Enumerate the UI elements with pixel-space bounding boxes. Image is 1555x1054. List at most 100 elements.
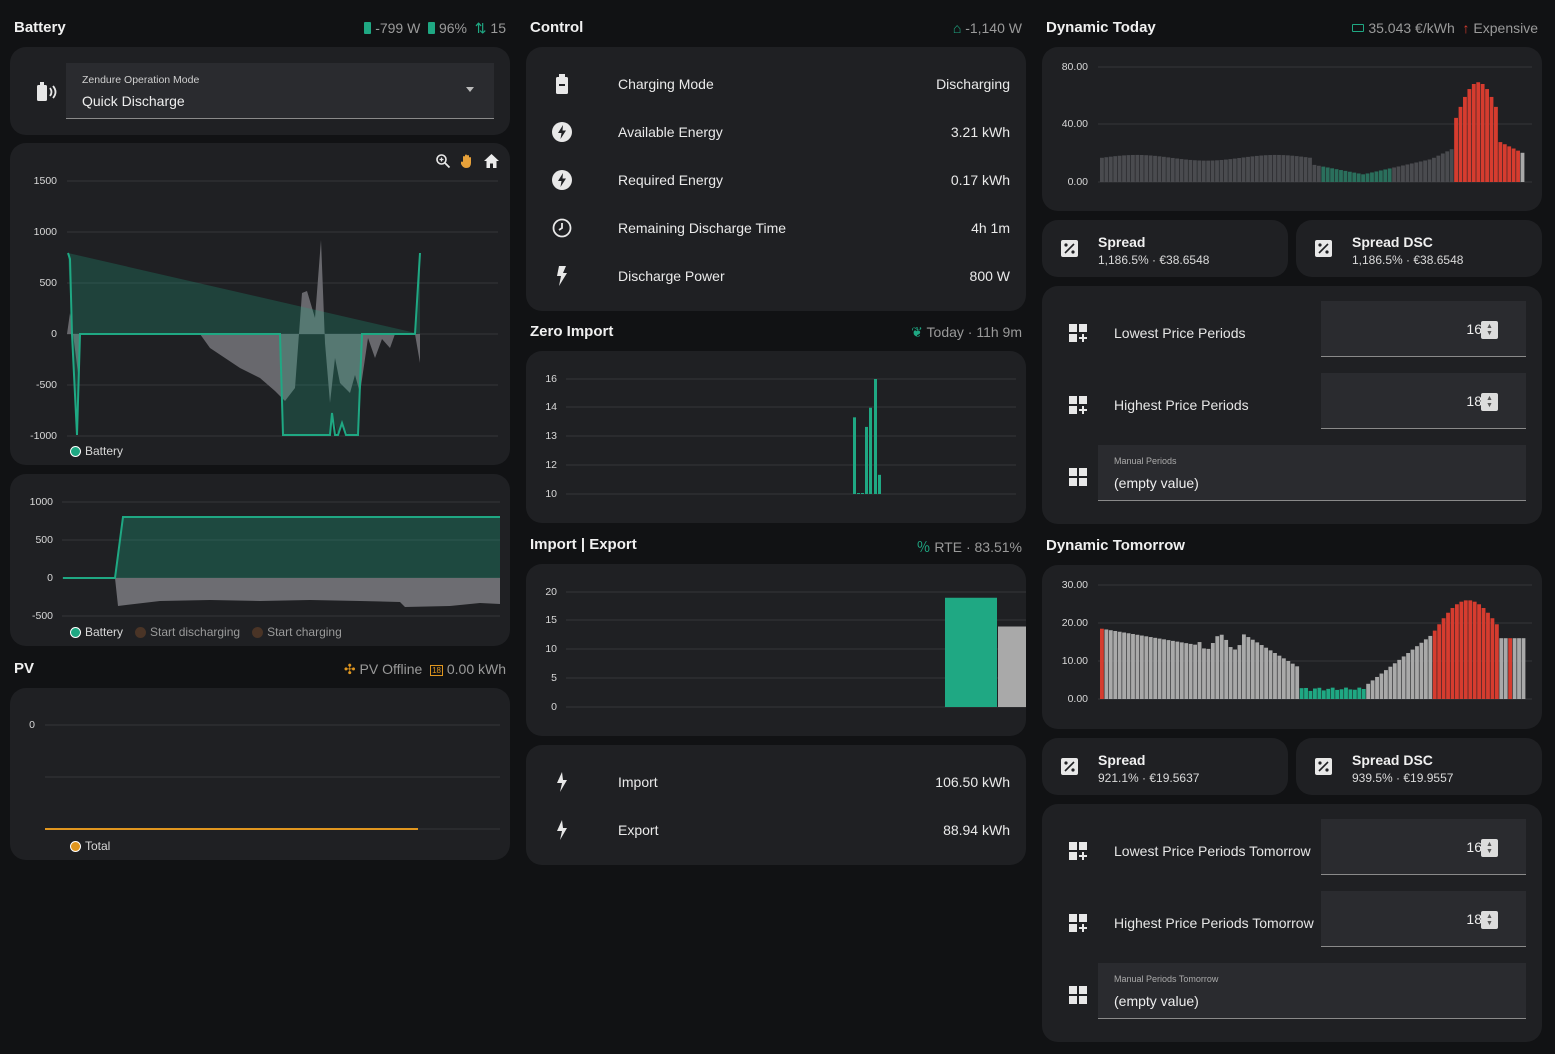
- price-bar: [1459, 601, 1464, 699]
- lowest-periods-input[interactable]: 16 ▲ ▼: [1321, 301, 1526, 357]
- home-power-icon: ⌂: [952, 20, 962, 36]
- control-row-available-energy[interactable]: Available Energy 3.21 kWh: [546, 108, 1010, 156]
- y-tick: 20.00: [1062, 617, 1088, 629]
- spread-value: 1,186.5% · €38.6548: [1098, 253, 1210, 267]
- spread-title: Spread: [1098, 752, 1146, 768]
- battery-power-chart: 1500 1000 500 0 -500 -1000: [30, 175, 498, 442]
- zero-import-bar: [857, 493, 860, 494]
- spread-dsc-tomorrow-card[interactable]: Spread DSC 939.5% · €19.9557: [1296, 738, 1542, 795]
- price-bar: [1263, 155, 1268, 182]
- pv-legend[interactable]: Total: [70, 839, 110, 853]
- price-bar: [1361, 174, 1366, 182]
- home-icon[interactable]: [483, 153, 500, 169]
- dynamic-today-header-meta: 35.043 €/kWh ↑ Expensive: [1352, 20, 1538, 36]
- control-row-discharge-power[interactable]: Discharge Power 800 W: [546, 252, 1010, 300]
- pan-hand-icon[interactable]: [459, 153, 475, 169]
- y-tick: 80.00: [1062, 61, 1088, 73]
- price-bar: [1508, 638, 1513, 699]
- price-bar: [1215, 160, 1219, 182]
- import-export-bars: [945, 597, 1026, 707]
- price-bar: [1450, 608, 1455, 699]
- swap-arrows-icon: ⇅: [474, 20, 487, 36]
- stepper-icon[interactable]: ▲ ▼: [1481, 393, 1498, 411]
- lowest-periods-tomorrow-input[interactable]: 16 ▲ ▼: [1321, 819, 1526, 875]
- stepper-icon[interactable]: ▲ ▼: [1481, 321, 1498, 339]
- stepper-icon[interactable]: ▲ ▼: [1481, 911, 1498, 929]
- operation-mode-select[interactable]: Zendure Operation Mode Quick Discharge: [66, 63, 494, 119]
- price-bar: [1139, 635, 1144, 699]
- export-row[interactable]: Export 88.94 kWh: [546, 806, 1010, 854]
- zero-import-bar: [878, 474, 881, 494]
- battery-legend[interactable]: Battery: [70, 444, 123, 458]
- zero-import-bar: [861, 493, 864, 494]
- y-tick: 10.00: [1062, 655, 1088, 667]
- price-bar: [1481, 608, 1486, 699]
- grid-power-area: [67, 240, 420, 403]
- zero-import-duration: Today · 11h 9m: [926, 324, 1022, 340]
- price-bar: [1449, 149, 1454, 182]
- price-bar: [1157, 638, 1162, 699]
- manual-periods-tomorrow-input[interactable]: Manual Periods Tomorrow (empty value): [1098, 963, 1526, 1019]
- import-row[interactable]: Import 106.50 kWh: [546, 758, 1010, 806]
- price-bar: [1246, 156, 1250, 182]
- price-bar: [1511, 148, 1516, 182]
- control-house-power: -1,140 W: [965, 20, 1022, 36]
- battery-icon: [546, 74, 578, 94]
- highest-periods-input[interactable]: 18 ▲ ▼: [1321, 373, 1526, 429]
- price-bar: [1122, 632, 1127, 699]
- price-bar: [1197, 642, 1202, 699]
- legend-start-charging[interactable]: Start charging: [252, 625, 342, 639]
- control-row-required-energy[interactable]: Required Energy 0.17 kWh: [546, 156, 1010, 204]
- spread-today-card[interactable]: Spread 1,186.5% · €38.6548: [1042, 220, 1288, 277]
- price-bar: [1348, 689, 1353, 699]
- y-tick: 0: [29, 719, 35, 731]
- import-export-section-title: Import | Export: [530, 536, 637, 553]
- flash-icon: [546, 820, 578, 840]
- y-tick: 15: [545, 614, 557, 626]
- price-bar: [1517, 638, 1521, 699]
- price-bar: [1516, 150, 1520, 182]
- price-bar: [1232, 158, 1237, 182]
- price-bar: [1387, 168, 1392, 182]
- price-bar: [1401, 656, 1406, 699]
- price-bar: [1192, 160, 1197, 182]
- price-bar: [1268, 650, 1273, 699]
- price-bar: [1366, 683, 1371, 699]
- price-bar: [1285, 155, 1290, 182]
- price-bar: [1477, 604, 1482, 699]
- price-bar: [1414, 162, 1419, 182]
- y-tick: 0: [551, 701, 557, 713]
- price-bar: [1512, 638, 1517, 699]
- lowest-periods-label: Lowest Price Periods: [1114, 325, 1246, 341]
- price-bar: [1499, 638, 1504, 699]
- y-tick: 14: [545, 401, 557, 413]
- stepper-icon[interactable]: ▲ ▼: [1481, 839, 1498, 857]
- zoom-in-icon[interactable]: [435, 153, 451, 169]
- spread-dsc-today-card[interactable]: Spread DSC 1,186.5% · €38.6548: [1296, 220, 1542, 277]
- price-bar: [1485, 89, 1489, 182]
- control-row-charging-mode[interactable]: Charging Mode Discharging: [546, 60, 1010, 108]
- legend-battery[interactable]: Battery: [70, 625, 123, 639]
- battery-schedule-chart-card: 1000 500 0 -500 Battery Start dischargin…: [10, 474, 510, 646]
- price-bar: [1494, 106, 1498, 182]
- chevron-down-icon[interactable]: [466, 87, 474, 92]
- price-bar: [1113, 156, 1118, 182]
- manual-periods-input[interactable]: Manual Periods (empty value): [1098, 445, 1526, 501]
- price-bar: [1281, 155, 1286, 182]
- spread-tomorrow-card[interactable]: Spread 921.1% · €19.5637: [1042, 738, 1288, 795]
- price-bar: [1179, 642, 1184, 699]
- price-bar: [1250, 156, 1255, 182]
- y-tick: 13: [545, 430, 557, 442]
- price-bar: [1396, 166, 1401, 182]
- price-bar: [1219, 634, 1224, 699]
- highest-periods-tomorrow-input[interactable]: 18 ▲ ▼: [1321, 891, 1526, 947]
- control-row-remaining-discharge-time[interactable]: Remaining Discharge Time 4h 1m: [546, 204, 1010, 252]
- lightning-circle-icon: [546, 122, 578, 142]
- price-bar: [1486, 612, 1490, 699]
- price-status: Expensive: [1473, 20, 1538, 36]
- grid-icon: [1069, 986, 1087, 1004]
- pv-status: PV Offline: [359, 661, 423, 677]
- price-bar: [1326, 688, 1331, 699]
- price-bar: [1117, 155, 1122, 182]
- legend-start-discharging[interactable]: Start discharging: [135, 625, 240, 639]
